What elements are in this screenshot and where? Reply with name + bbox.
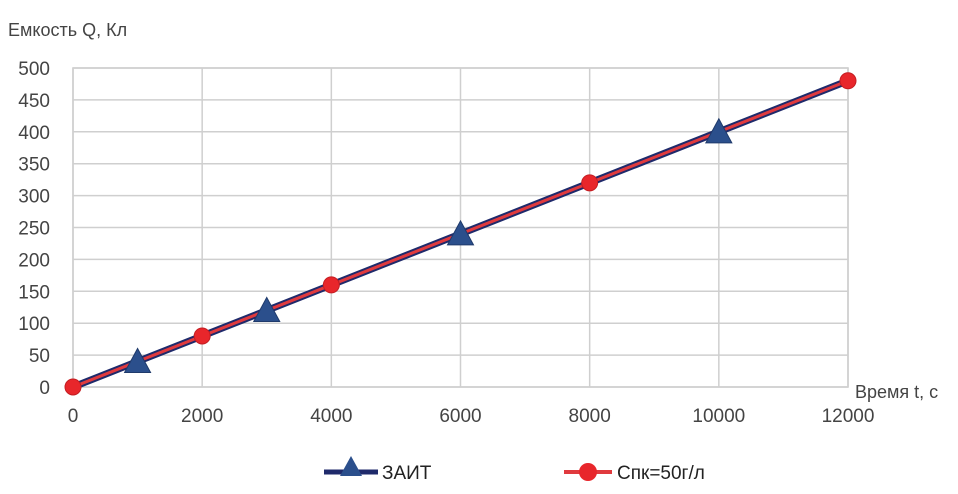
y-tick-label: 350 (18, 155, 50, 176)
legend-label-cpk: Cпк=50г/л (617, 463, 705, 484)
marker-triangle (123, 347, 152, 374)
marker-circle (322, 276, 340, 294)
y-tick-label: 250 (18, 219, 50, 240)
marker-triangle (704, 117, 733, 144)
marker-triangle (446, 219, 475, 246)
series-group (64, 72, 857, 396)
y-tick-label: 450 (18, 91, 50, 112)
marker-circle (581, 174, 599, 192)
legend-item-zait: ЗАИТ (324, 456, 432, 484)
marker-circle (839, 72, 857, 90)
y-tick-label: 300 (18, 187, 50, 208)
marker-triangle (252, 296, 281, 322)
y-tick-label: 200 (18, 250, 50, 271)
legend-triangle-marker (340, 456, 362, 476)
x-tick-label: 2000 (181, 406, 223, 427)
y-tick-label: 400 (18, 123, 50, 144)
x-tick-label: 0 (68, 406, 79, 427)
x-tick-label: 6000 (439, 406, 481, 427)
x-tick-label: 8000 (569, 406, 611, 427)
marker-circle (193, 327, 211, 345)
y-tick-label: 100 (18, 314, 50, 335)
y-tick-label: 0 (39, 378, 50, 399)
legend-circle-marker (579, 463, 597, 481)
y-tick-label: 50 (29, 346, 50, 367)
x-axis-title: Время t, с (855, 382, 938, 402)
y-axis-ticks: 0 50 100 150 200 250 300 350 400 450 500 (18, 59, 50, 399)
y-tick-label: 500 (18, 59, 50, 80)
legend-label-zait: ЗАИТ (382, 463, 432, 484)
x-axis-ticks: 0 2000 4000 6000 8000 10000 12000 (68, 406, 875, 427)
x-tick-label: 10000 (692, 406, 745, 427)
marker-circle (64, 378, 82, 396)
y-axis-title: Емкость Q, Кл (8, 20, 127, 40)
x-tick-label: 4000 (310, 406, 352, 427)
legend: ЗАИТ Cпк=50г/л (324, 456, 705, 484)
y-tick-label: 150 (18, 282, 50, 303)
x-tick-label: 12000 (822, 406, 875, 427)
legend-item-cpk: Cпк=50г/л (564, 463, 705, 484)
